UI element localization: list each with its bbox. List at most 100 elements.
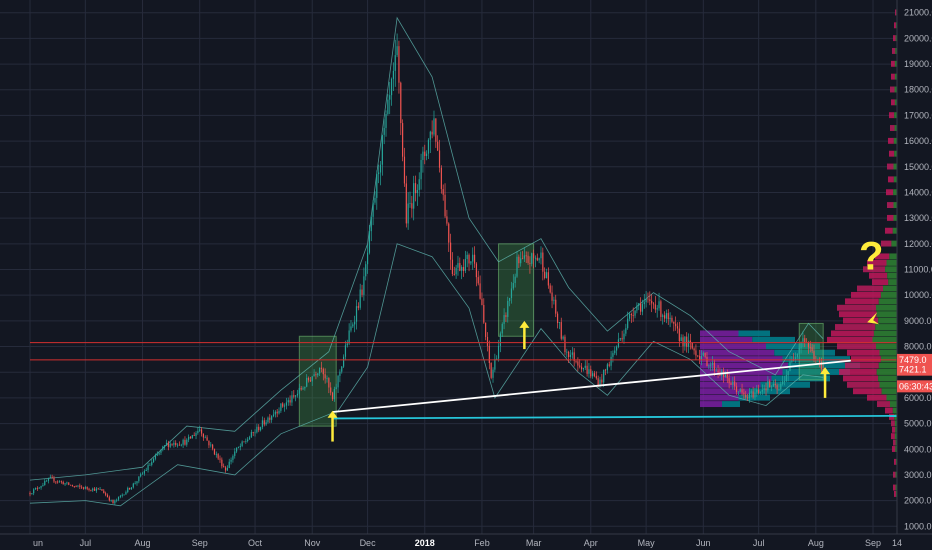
candle-body	[730, 383, 732, 385]
candle-body	[389, 95, 391, 100]
candle-body	[328, 378, 330, 388]
profile-bar-sell	[890, 125, 895, 131]
y-tick-label: 15000.0	[904, 162, 932, 172]
profile-bar-sell	[889, 112, 895, 119]
candle-body	[82, 487, 85, 489]
candle-body	[763, 388, 765, 390]
profile-bar-purple	[700, 401, 722, 408]
profile-bar-buy	[894, 125, 897, 131]
candle-body	[649, 299, 651, 301]
candle-body	[298, 387, 300, 394]
candle-body	[627, 318, 629, 329]
candle-body	[658, 301, 660, 309]
candle-body	[472, 254, 474, 262]
candle-body	[669, 317, 671, 320]
candle-body	[726, 373, 728, 379]
candle-body	[689, 340, 691, 343]
candle-body	[282, 403, 284, 407]
candle-body	[545, 272, 548, 279]
profile-bar-buy	[872, 336, 897, 343]
candle-body	[55, 481, 57, 483]
candle-body	[186, 439, 188, 445]
candle-body	[592, 373, 594, 377]
profile-bar-buy	[895, 439, 897, 446]
candlesticks	[29, 33, 824, 505]
candle-body	[778, 389, 780, 391]
profile-bar-buy	[885, 266, 897, 273]
candle-body	[387, 99, 389, 114]
profile-bar-sell	[886, 189, 894, 196]
profile-bar-buy	[895, 471, 897, 478]
candle-body	[711, 362, 714, 365]
candle-body	[671, 317, 673, 322]
candle-body	[612, 353, 614, 357]
candle-body	[662, 315, 664, 317]
profile-bar-buy	[878, 298, 897, 305]
candle-body	[29, 492, 31, 495]
candle-body	[573, 352, 575, 361]
candle-body	[512, 283, 514, 289]
candle-body	[455, 267, 457, 275]
candle-body	[510, 288, 513, 298]
candle-body	[713, 362, 715, 371]
candle-body	[794, 357, 797, 360]
candle-body	[772, 383, 775, 387]
candle-body	[248, 437, 251, 440]
candle-body	[702, 352, 704, 356]
candle-body	[376, 174, 378, 198]
candle-body	[195, 432, 197, 436]
profile-bar-buy	[878, 375, 897, 382]
candle-body	[117, 496, 120, 500]
profile-bar-teal	[788, 362, 860, 369]
profile-bar-buy	[895, 35, 897, 42]
candle-body	[409, 203, 411, 205]
candle-body	[274, 411, 276, 415]
candle-body	[444, 194, 446, 217]
candle-body	[143, 471, 145, 474]
profile-bar-sell	[857, 285, 883, 292]
candle-body	[156, 454, 158, 456]
profile-bar-purple	[700, 375, 772, 382]
candle-body	[556, 313, 559, 323]
candle-body	[577, 361, 579, 366]
candle-body	[84, 486, 86, 489]
profile-bar-buy	[875, 324, 897, 330]
candle-body	[569, 354, 572, 357]
trendline	[332, 359, 851, 413]
candle-body	[379, 164, 382, 173]
candle-body	[440, 167, 442, 190]
profile-bar-purple	[700, 330, 739, 337]
candle-body	[38, 487, 40, 489]
candle-body	[106, 494, 109, 498]
candle-body	[660, 301, 662, 317]
candle-body	[551, 292, 553, 301]
candle-body	[180, 444, 182, 446]
profile-bar-buy	[873, 330, 897, 337]
candle-body	[785, 375, 787, 382]
candle-body	[116, 499, 118, 501]
candle-body	[269, 417, 271, 420]
candle-body	[758, 389, 760, 393]
candle-body	[663, 315, 666, 319]
candle-body	[217, 454, 219, 459]
y-tick-label: 2000.0	[904, 496, 932, 506]
candle-body	[418, 179, 420, 190]
profile-bar-buy	[894, 433, 897, 440]
candle-body	[798, 347, 800, 354]
candle-body	[147, 465, 149, 470]
candle-body	[31, 493, 33, 495]
candle-body	[645, 298, 647, 303]
profile-bar-sell	[889, 413, 895, 420]
y-tick-label: 16000.0	[904, 136, 932, 146]
candle-body	[647, 298, 649, 300]
candle-body	[420, 160, 422, 180]
price-tag-bg	[897, 380, 932, 393]
y-tick-label: 6000.0	[904, 393, 932, 403]
price-tag-bg	[897, 353, 932, 366]
profile-bar-sell	[887, 163, 894, 170]
candle-body	[433, 118, 435, 135]
candle-body	[283, 405, 286, 407]
profile-bar-buy	[886, 259, 897, 266]
candle-body	[562, 336, 564, 339]
